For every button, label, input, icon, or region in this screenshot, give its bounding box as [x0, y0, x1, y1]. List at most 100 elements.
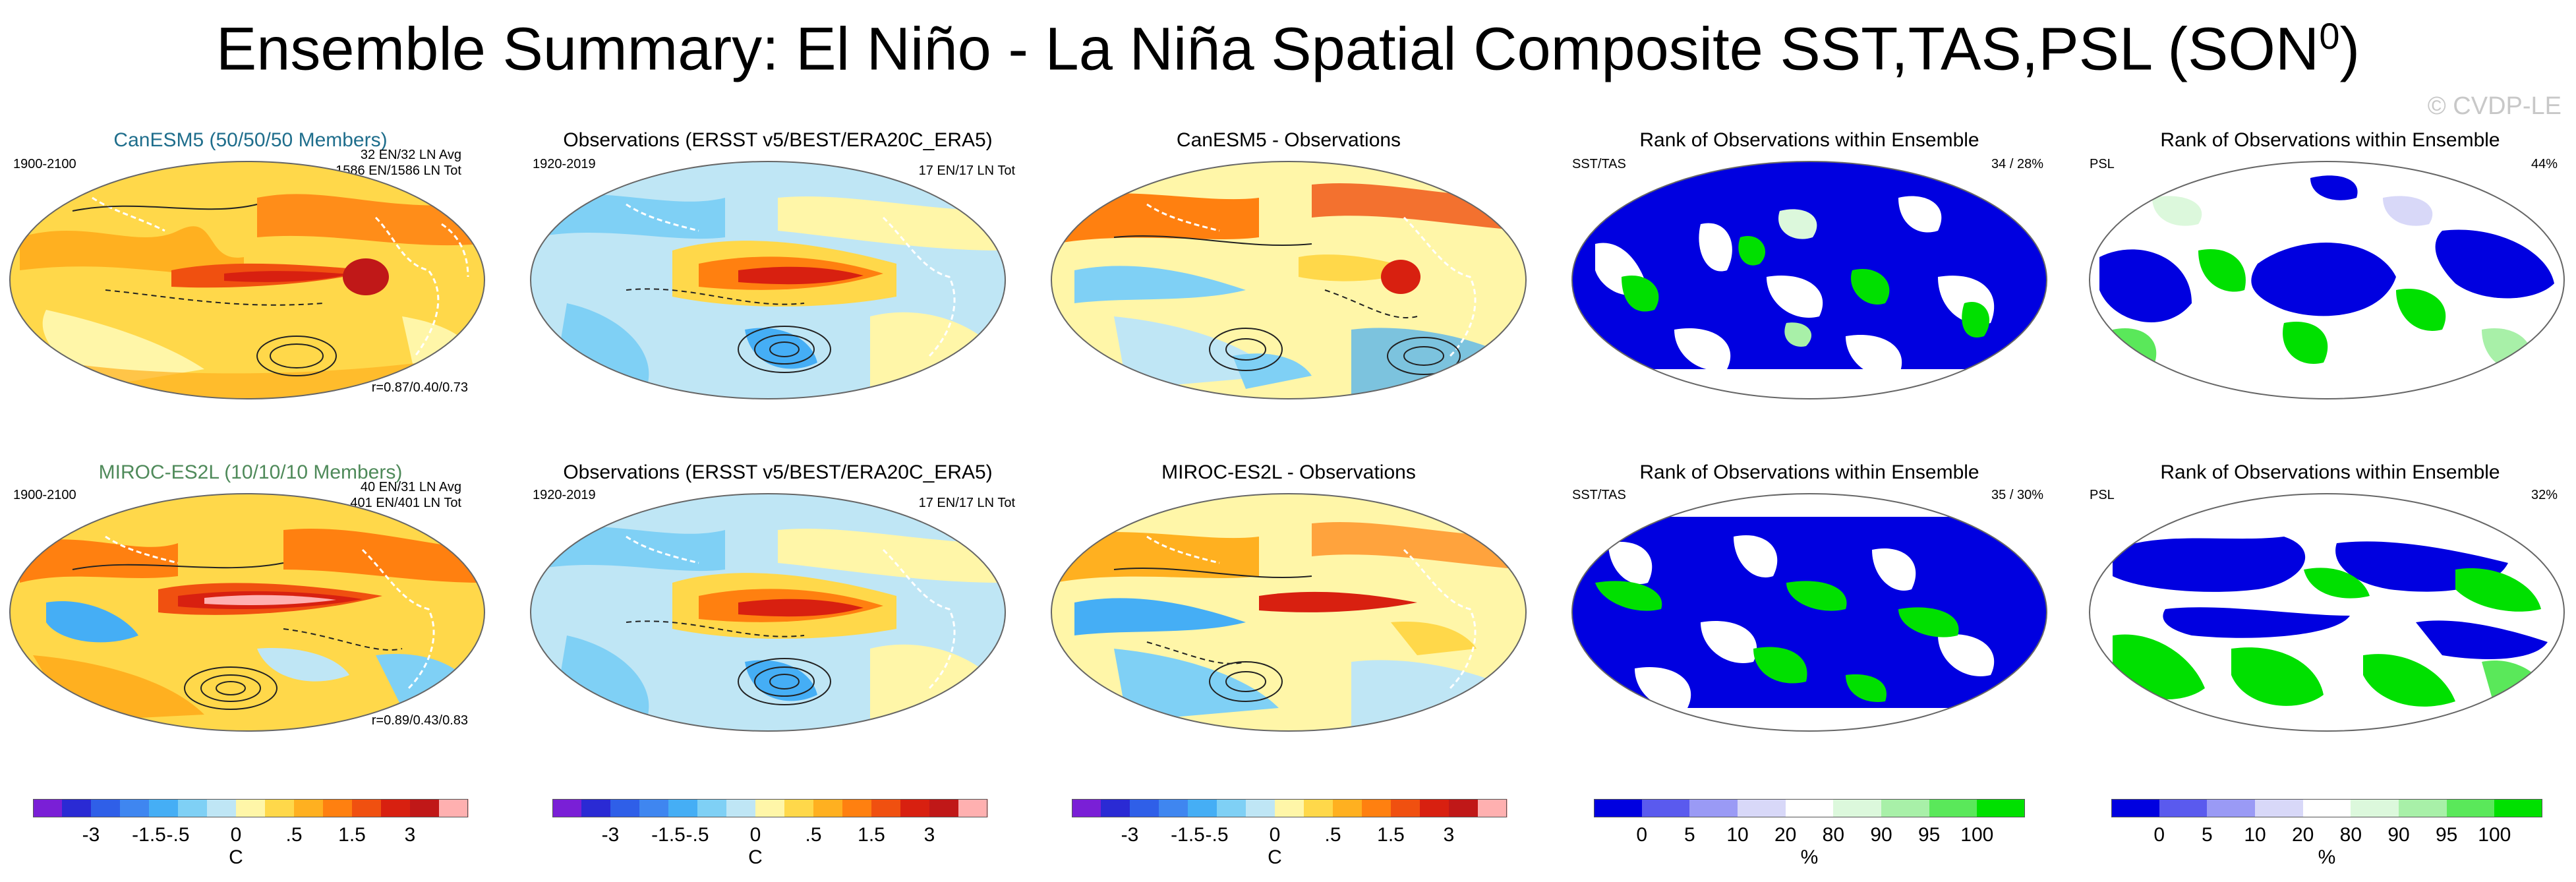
colorbar-swatch	[1738, 799, 1786, 817]
panel-title-rank-sst-1: Rank of Observations within Ensemble	[1639, 129, 1979, 151]
colorbar-frame	[1072, 799, 1507, 817]
colorbar-tick-label: -.5	[1205, 824, 1229, 846]
colorbar-tick-label: 20	[1774, 824, 1797, 846]
colorbar-tick-label: 95	[2435, 824, 2458, 846]
colorbar-tick-label: 95	[1917, 824, 1941, 846]
colorbar-swatch	[1833, 799, 1882, 817]
colorbar-swatch	[62, 799, 92, 817]
colorbar-swatch	[1785, 799, 1834, 817]
colorbar-swatch	[1362, 799, 1391, 817]
panel-title-obs-2: Observations (ERSST v5/BEST/ERA20C_ERA5)	[563, 461, 993, 483]
colorbar-swatch	[755, 799, 785, 817]
map-obs-1	[530, 161, 1006, 399]
colorbar-tick-label: 3	[404, 824, 416, 846]
colorbar-tick-label: 1.5	[1377, 824, 1405, 846]
panel-corr-model-1: r=0.87/0.40/0.73	[371, 380, 468, 395]
colorbar-swatch	[842, 799, 872, 817]
colorbar-swatch	[381, 799, 411, 817]
colorbar-swatch	[697, 799, 727, 817]
colorbar-tick-label: -.5	[686, 824, 709, 846]
colorbar-tick-label: 0	[749, 824, 761, 846]
colorbar-tick-label: 5	[2201, 824, 2213, 846]
colorbar-swatch	[323, 799, 353, 817]
colorbar-swatch	[439, 799, 469, 817]
colorbar-tick-label: 100	[2478, 824, 2511, 846]
panel-pct-rank-psl-1: 44%	[2531, 157, 2558, 171]
panel-label-rank-psl-2: PSL	[2090, 488, 2115, 502]
panel-title-rank-sst-2: Rank of Observations within Ensemble	[1639, 461, 1979, 483]
figure-title-sup: 0	[2319, 15, 2340, 57]
colorbar-swatch	[352, 799, 382, 817]
colorbar-swatch	[207, 799, 237, 817]
colorbar-tick-label: 10	[1726, 824, 1749, 846]
colorbar-swatch	[120, 799, 150, 817]
map-rank-sst-2	[1571, 493, 2047, 732]
colorbar-swatch	[2351, 799, 2399, 817]
colorbar-tick-label: 20	[2291, 824, 2314, 846]
panel-title-model-1: CanESM5 (50/50/50 Members)	[113, 129, 388, 151]
watermark: © CVDP-LE	[2427, 92, 2561, 120]
colorbar-swatch	[1929, 799, 1977, 817]
colorbar-swatch	[2207, 799, 2256, 817]
colorbar-tick-label: 3	[1443, 824, 1455, 846]
colorbar-tick-label: 80	[1822, 824, 1845, 846]
colorbar-swatch	[2399, 799, 2447, 817]
colorbar-tick-label: 100	[1960, 824, 1994, 846]
colorbar-swatch	[1275, 799, 1304, 817]
panel-period-model-2: 1900-2100	[13, 488, 76, 502]
panel-pct-rank-sst-2: 35 / 30%	[1991, 488, 2043, 502]
panel-label-rank-sst-2: SST/TAS	[1572, 488, 1626, 502]
colorbar-tick-label: -3	[1121, 824, 1139, 846]
colorbar-swatch	[1101, 799, 1130, 817]
colorbar-swatch	[1641, 799, 1690, 817]
panel-period-obs-1: 1920-2019	[533, 157, 596, 171]
panel-title-rank-psl-2: Rank of Observations within Ensemble	[2160, 461, 2500, 483]
panel-pct-rank-sst-1: 34 / 28%	[1991, 157, 2043, 171]
colorbar-swatch	[668, 799, 698, 817]
colorbar-tick-label: .5	[1324, 824, 1341, 846]
colorbar-unit: %	[1800, 846, 1819, 868]
colorbar-tick-label: 80	[2339, 824, 2362, 846]
colorbar-swatch	[236, 799, 266, 817]
map-obs-2	[530, 493, 1006, 732]
colorbar-tick-label: -1.5	[1171, 824, 1205, 846]
panel-title-diff-1: CanESM5 - Observations	[1176, 129, 1401, 151]
colorbar-swatch	[1594, 799, 1643, 817]
colorbar-swatch	[1188, 799, 1217, 817]
figure-title-text: Ensemble Summary: El Niño - La Niña Spat…	[216, 15, 2320, 83]
colorbar-swatch	[1391, 799, 1420, 817]
colorbar-swatch	[581, 799, 611, 817]
map-model-1	[9, 161, 485, 399]
colorbar-swatch	[1689, 799, 1738, 817]
panel-info-tot-model-1: 1586 EN/1586 LN Tot	[336, 163, 461, 178]
colorbar-swatch	[958, 799, 988, 817]
panel-title-obs-1: Observations (ERSST v5/BEST/ERA20C_ERA5)	[563, 129, 993, 151]
colorbar-frame	[33, 799, 468, 817]
panel-label-rank-psl-1: PSL	[2090, 157, 2115, 171]
panel-title-model-2: MIROC-ES2L (10/10/10 Members)	[98, 461, 403, 483]
colorbar-swatch	[1977, 799, 2026, 817]
colorbar-swatch	[294, 799, 324, 817]
colorbar-swatch	[1449, 799, 1478, 817]
map-diff-2	[1051, 493, 1527, 732]
colorbar-swatch	[1072, 799, 1101, 817]
colorbar-swatch	[871, 799, 901, 817]
colorbar-swatch	[91, 799, 121, 817]
colorbar-unit: %	[2318, 846, 2336, 868]
colorbar-swatch	[1130, 799, 1159, 817]
colorbar-unit: C	[1268, 846, 1282, 868]
figure-title: Ensemble Summary: El Niño - La Niña Spat…	[0, 15, 2576, 84]
colorbar-tick-label: 0	[230, 824, 242, 846]
colorbar-frame	[2111, 799, 2542, 817]
colorbar-tick-label: -1.5	[651, 824, 686, 846]
colorbar-swatch	[552, 799, 582, 817]
colorbar-swatch	[2255, 799, 2304, 817]
colorbar-tick-label: -3	[82, 824, 100, 846]
panel-info-obs-2: 17 EN/17 LN Tot	[918, 496, 1015, 510]
map-model-2	[9, 493, 485, 732]
colorbar-swatch	[265, 799, 295, 817]
colorbar-tick-label: 1.5	[858, 824, 885, 846]
colorbar-swatch	[1333, 799, 1362, 817]
colorbar-swatch	[1478, 799, 1508, 817]
colorbar-swatch	[33, 799, 63, 817]
